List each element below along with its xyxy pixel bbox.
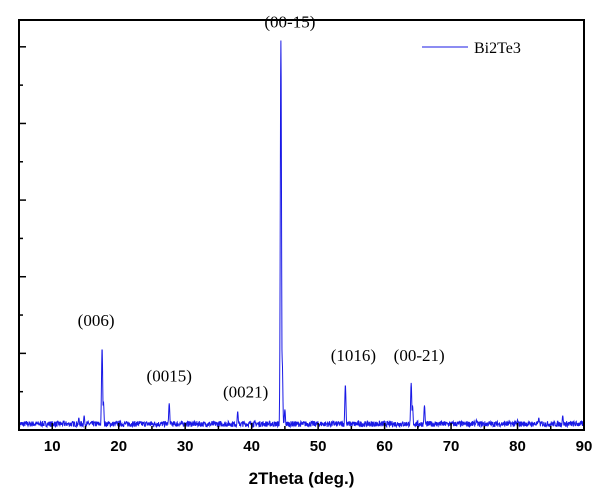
legend: Bi2Te3 <box>422 40 521 57</box>
peak-annotation: (0015) <box>147 366 192 385</box>
x-tick-label: 20 <box>110 438 127 455</box>
x-tick-label: 30 <box>177 438 194 455</box>
x-tick-label: 50 <box>310 438 327 455</box>
x-tick-label: 80 <box>509 438 526 455</box>
series-layer <box>18 40 585 429</box>
axis-layer <box>18 19 585 431</box>
peak-annotation: (00-21) <box>394 346 445 365</box>
x-axis-title: 2Theta (deg.) <box>249 469 355 488</box>
label-layer: 10 20 30 40 50 60 70 80 90 (006) (0015) (0021) (00-1… <box>44 13 592 456</box>
legend-entry-bi2te3: Bi2Te3 <box>474 40 521 57</box>
peak-annotation: (0021) <box>223 383 268 402</box>
peak-annotation: (1016) <box>331 346 376 365</box>
x-tick-label: 90 <box>576 438 593 455</box>
x-tick-label: 10 <box>44 438 61 455</box>
series-line-bi2te3 <box>18 40 585 429</box>
peak-annotation: (006) <box>78 311 115 330</box>
peak-annotation: (00-15) <box>264 13 315 32</box>
x-tick-label: 60 <box>376 438 393 455</box>
plot-frame <box>18 19 585 431</box>
x-tick-label: 70 <box>443 438 460 455</box>
x-tick-label: 40 <box>243 438 260 455</box>
